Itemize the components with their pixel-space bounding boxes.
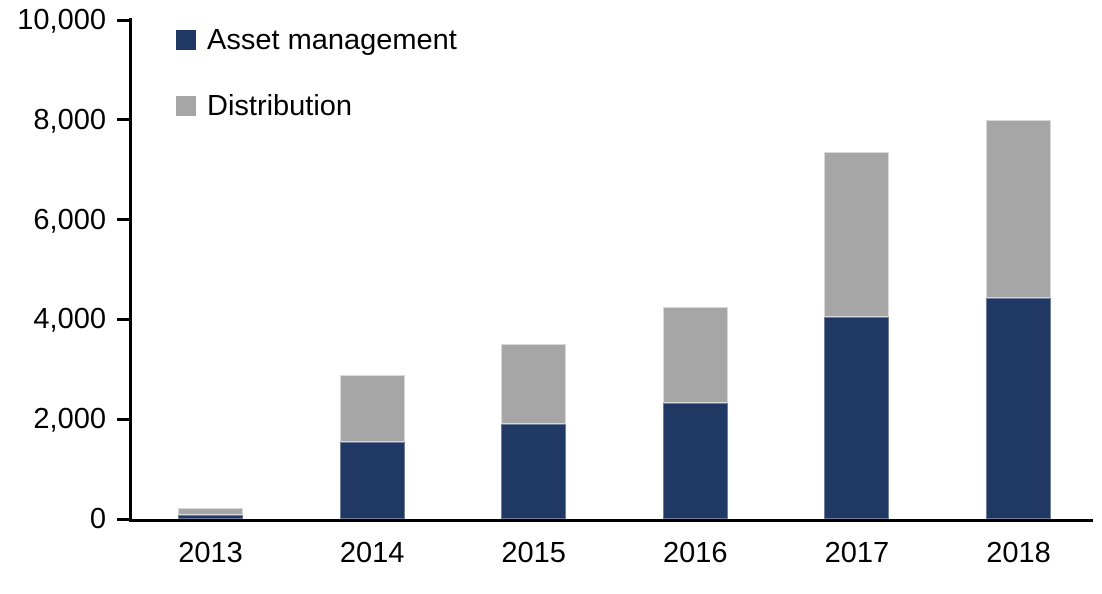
y-tick-label: 2,000 [33, 403, 106, 436]
bar-segment-asset-management-2018 [986, 298, 1051, 519]
x-axis-line [129, 519, 1093, 522]
x-tick-label-2013: 2013 [178, 537, 243, 569]
bar-segment-asset-management-2016 [662, 403, 728, 519]
y-tick-label: 4,000 [33, 303, 106, 336]
bar-segment-distribution-2017 [824, 151, 890, 318]
legend-label-distribution: Distribution [207, 90, 353, 122]
bar-segment-distribution-2016 [662, 307, 728, 404]
legend-swatch-distribution [176, 96, 196, 116]
bar-segment-distribution-2014 [339, 375, 405, 443]
y-axis-tick [117, 18, 130, 22]
y-axis-tick [117, 517, 130, 521]
legend-item-distribution: Distribution [176, 91, 352, 121]
y-tick-label: 10,000 [17, 4, 106, 36]
x-tick-label-2014: 2014 [339, 537, 405, 569]
x-tick-label-2017: 2017 [824, 537, 890, 569]
x-tick-label-2015: 2015 [501, 537, 566, 569]
y-axis-tick [117, 417, 130, 421]
y-tick-label: 8,000 [33, 103, 106, 136]
y-tick-label: 0 [89, 503, 106, 535]
y-axis-tick [117, 317, 130, 321]
legend-item-asset-management: Asset management [176, 25, 457, 55]
bar-segment-asset-management-2013 [178, 515, 243, 519]
bar-segment-distribution-2015 [501, 344, 567, 425]
bar-segment-asset-management-2014 [339, 442, 405, 519]
bar-segment-asset-management-2015 [501, 424, 567, 519]
x-tick-label-2016: 2016 [663, 537, 728, 569]
bar-segment-asset-management-2017 [824, 317, 890, 519]
bar-segment-distribution-2013 [178, 508, 243, 515]
y-tick-label: 6,000 [33, 203, 106, 236]
x-tick-label-2018: 2018 [986, 537, 1051, 569]
legend-label-asset-management: Asset management [207, 24, 457, 56]
y-axis-tick [117, 218, 130, 222]
y-axis-line [129, 18, 132, 521]
y-axis-tick [117, 118, 130, 122]
legend-swatch-asset-management [176, 30, 196, 50]
bar-segment-distribution-2018 [986, 119, 1051, 299]
